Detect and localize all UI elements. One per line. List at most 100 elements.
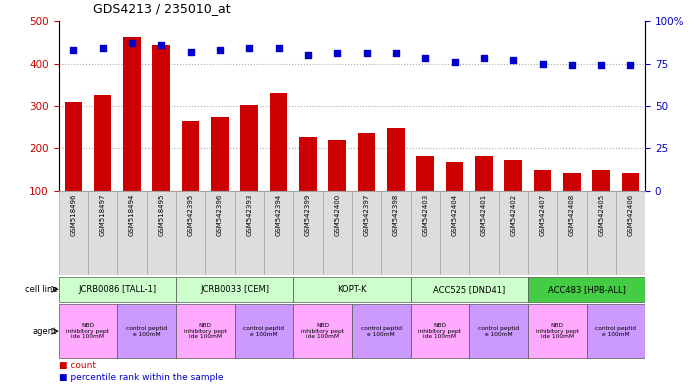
Text: ACC525 [DND41]: ACC525 [DND41] <box>433 285 505 294</box>
Text: GSM542403: GSM542403 <box>422 194 428 236</box>
Text: GDS4213 / 235010_at: GDS4213 / 235010_at <box>93 2 230 15</box>
Text: NBD
inhibitory pept
ide 100mM: NBD inhibitory pept ide 100mM <box>418 323 462 339</box>
Point <box>244 45 255 51</box>
Point <box>215 47 226 53</box>
Point <box>273 45 284 51</box>
Text: NBD
inhibitory pept
ide 100mM: NBD inhibitory pept ide 100mM <box>301 323 344 339</box>
Bar <box>352 191 381 275</box>
Point <box>420 55 431 61</box>
Bar <box>270 93 288 191</box>
Text: GSM542399: GSM542399 <box>305 194 311 236</box>
Bar <box>176 305 235 358</box>
Point <box>478 55 489 61</box>
Bar <box>616 191 645 275</box>
Bar <box>235 191 264 275</box>
Text: NBD
inhibitory pept
ide 100mM: NBD inhibitory pept ide 100mM <box>184 323 227 339</box>
Text: control peptid
e 100mM: control peptid e 100mM <box>244 326 284 337</box>
Text: GSM542395: GSM542395 <box>188 194 194 236</box>
Point <box>391 50 402 56</box>
Bar <box>586 191 616 275</box>
Text: GSM542402: GSM542402 <box>510 194 516 235</box>
Text: control peptid
e 100mM: control peptid e 100mM <box>595 326 636 337</box>
Bar <box>446 162 464 191</box>
Text: cell line: cell line <box>25 285 57 294</box>
Point <box>537 61 548 67</box>
Text: GSM518494: GSM518494 <box>129 194 135 236</box>
Point <box>361 50 372 56</box>
Point <box>156 42 167 48</box>
Text: GSM542396: GSM542396 <box>217 194 223 236</box>
Bar <box>293 305 352 358</box>
Bar <box>59 191 88 275</box>
Text: GSM542400: GSM542400 <box>334 194 340 236</box>
Bar <box>563 172 581 191</box>
Bar <box>323 191 352 275</box>
Bar <box>411 305 469 358</box>
Point <box>97 45 108 51</box>
Text: NBD
inhibitory pept
ide 100mM: NBD inhibitory pept ide 100mM <box>535 323 579 339</box>
Bar <box>382 191 411 275</box>
Point <box>332 50 343 56</box>
Bar <box>440 191 469 275</box>
Text: JCRB0033 [CEM]: JCRB0033 [CEM] <box>200 285 269 294</box>
Text: GSM542404: GSM542404 <box>451 194 457 235</box>
Text: GSM518495: GSM518495 <box>158 194 164 236</box>
Text: GSM518497: GSM518497 <box>99 194 106 236</box>
Point <box>449 59 460 65</box>
Text: GSM542407: GSM542407 <box>540 194 546 236</box>
Point <box>185 49 196 55</box>
Text: GSM542397: GSM542397 <box>364 194 370 236</box>
Bar <box>59 305 117 358</box>
Bar <box>469 191 499 275</box>
Bar <box>387 129 404 191</box>
Bar <box>586 305 645 358</box>
Point <box>68 47 79 53</box>
Point <box>302 52 313 58</box>
Bar <box>469 305 528 358</box>
Text: GSM542394: GSM542394 <box>275 194 282 236</box>
Text: GSM542401: GSM542401 <box>481 194 487 236</box>
Bar <box>211 117 229 191</box>
Text: ■ percentile rank within the sample: ■ percentile rank within the sample <box>59 373 223 382</box>
Text: ■ count: ■ count <box>59 361 96 370</box>
Bar <box>293 191 323 275</box>
Text: GSM518496: GSM518496 <box>70 194 77 236</box>
Bar <box>593 170 610 191</box>
Bar <box>147 191 176 275</box>
Point <box>126 40 137 46</box>
Bar <box>117 305 176 358</box>
Text: control peptid
e 100mM: control peptid e 100mM <box>126 326 167 337</box>
Bar <box>88 191 117 275</box>
Bar <box>534 170 551 191</box>
Bar <box>117 191 147 275</box>
Text: control peptid
e 100mM: control peptid e 100mM <box>361 326 402 337</box>
Bar <box>504 160 522 191</box>
Bar <box>235 305 293 358</box>
Bar <box>152 45 170 191</box>
Point <box>625 62 636 68</box>
Bar <box>411 277 528 302</box>
Text: KOPT-K: KOPT-K <box>337 285 366 294</box>
Bar <box>558 191 586 275</box>
Bar <box>299 137 317 191</box>
Bar <box>528 305 586 358</box>
Bar <box>124 37 141 191</box>
Text: agent: agent <box>33 327 57 336</box>
Bar <box>241 105 258 191</box>
Text: GSM542408: GSM542408 <box>569 194 575 236</box>
Bar <box>206 191 235 275</box>
Text: ACC483 [HPB-ALL]: ACC483 [HPB-ALL] <box>548 285 625 294</box>
Text: control peptid
e 100mM: control peptid e 100mM <box>478 326 519 337</box>
Text: GSM542405: GSM542405 <box>598 194 604 235</box>
Text: JCRB0086 [TALL-1]: JCRB0086 [TALL-1] <box>78 285 157 294</box>
Point <box>508 57 519 63</box>
Bar <box>528 277 645 302</box>
Bar <box>528 191 558 275</box>
Text: GSM542393: GSM542393 <box>246 194 253 236</box>
Bar <box>622 172 640 191</box>
Bar <box>65 102 82 191</box>
Bar <box>293 277 411 302</box>
Bar <box>264 191 293 275</box>
Bar <box>352 305 411 358</box>
Bar <box>411 191 440 275</box>
